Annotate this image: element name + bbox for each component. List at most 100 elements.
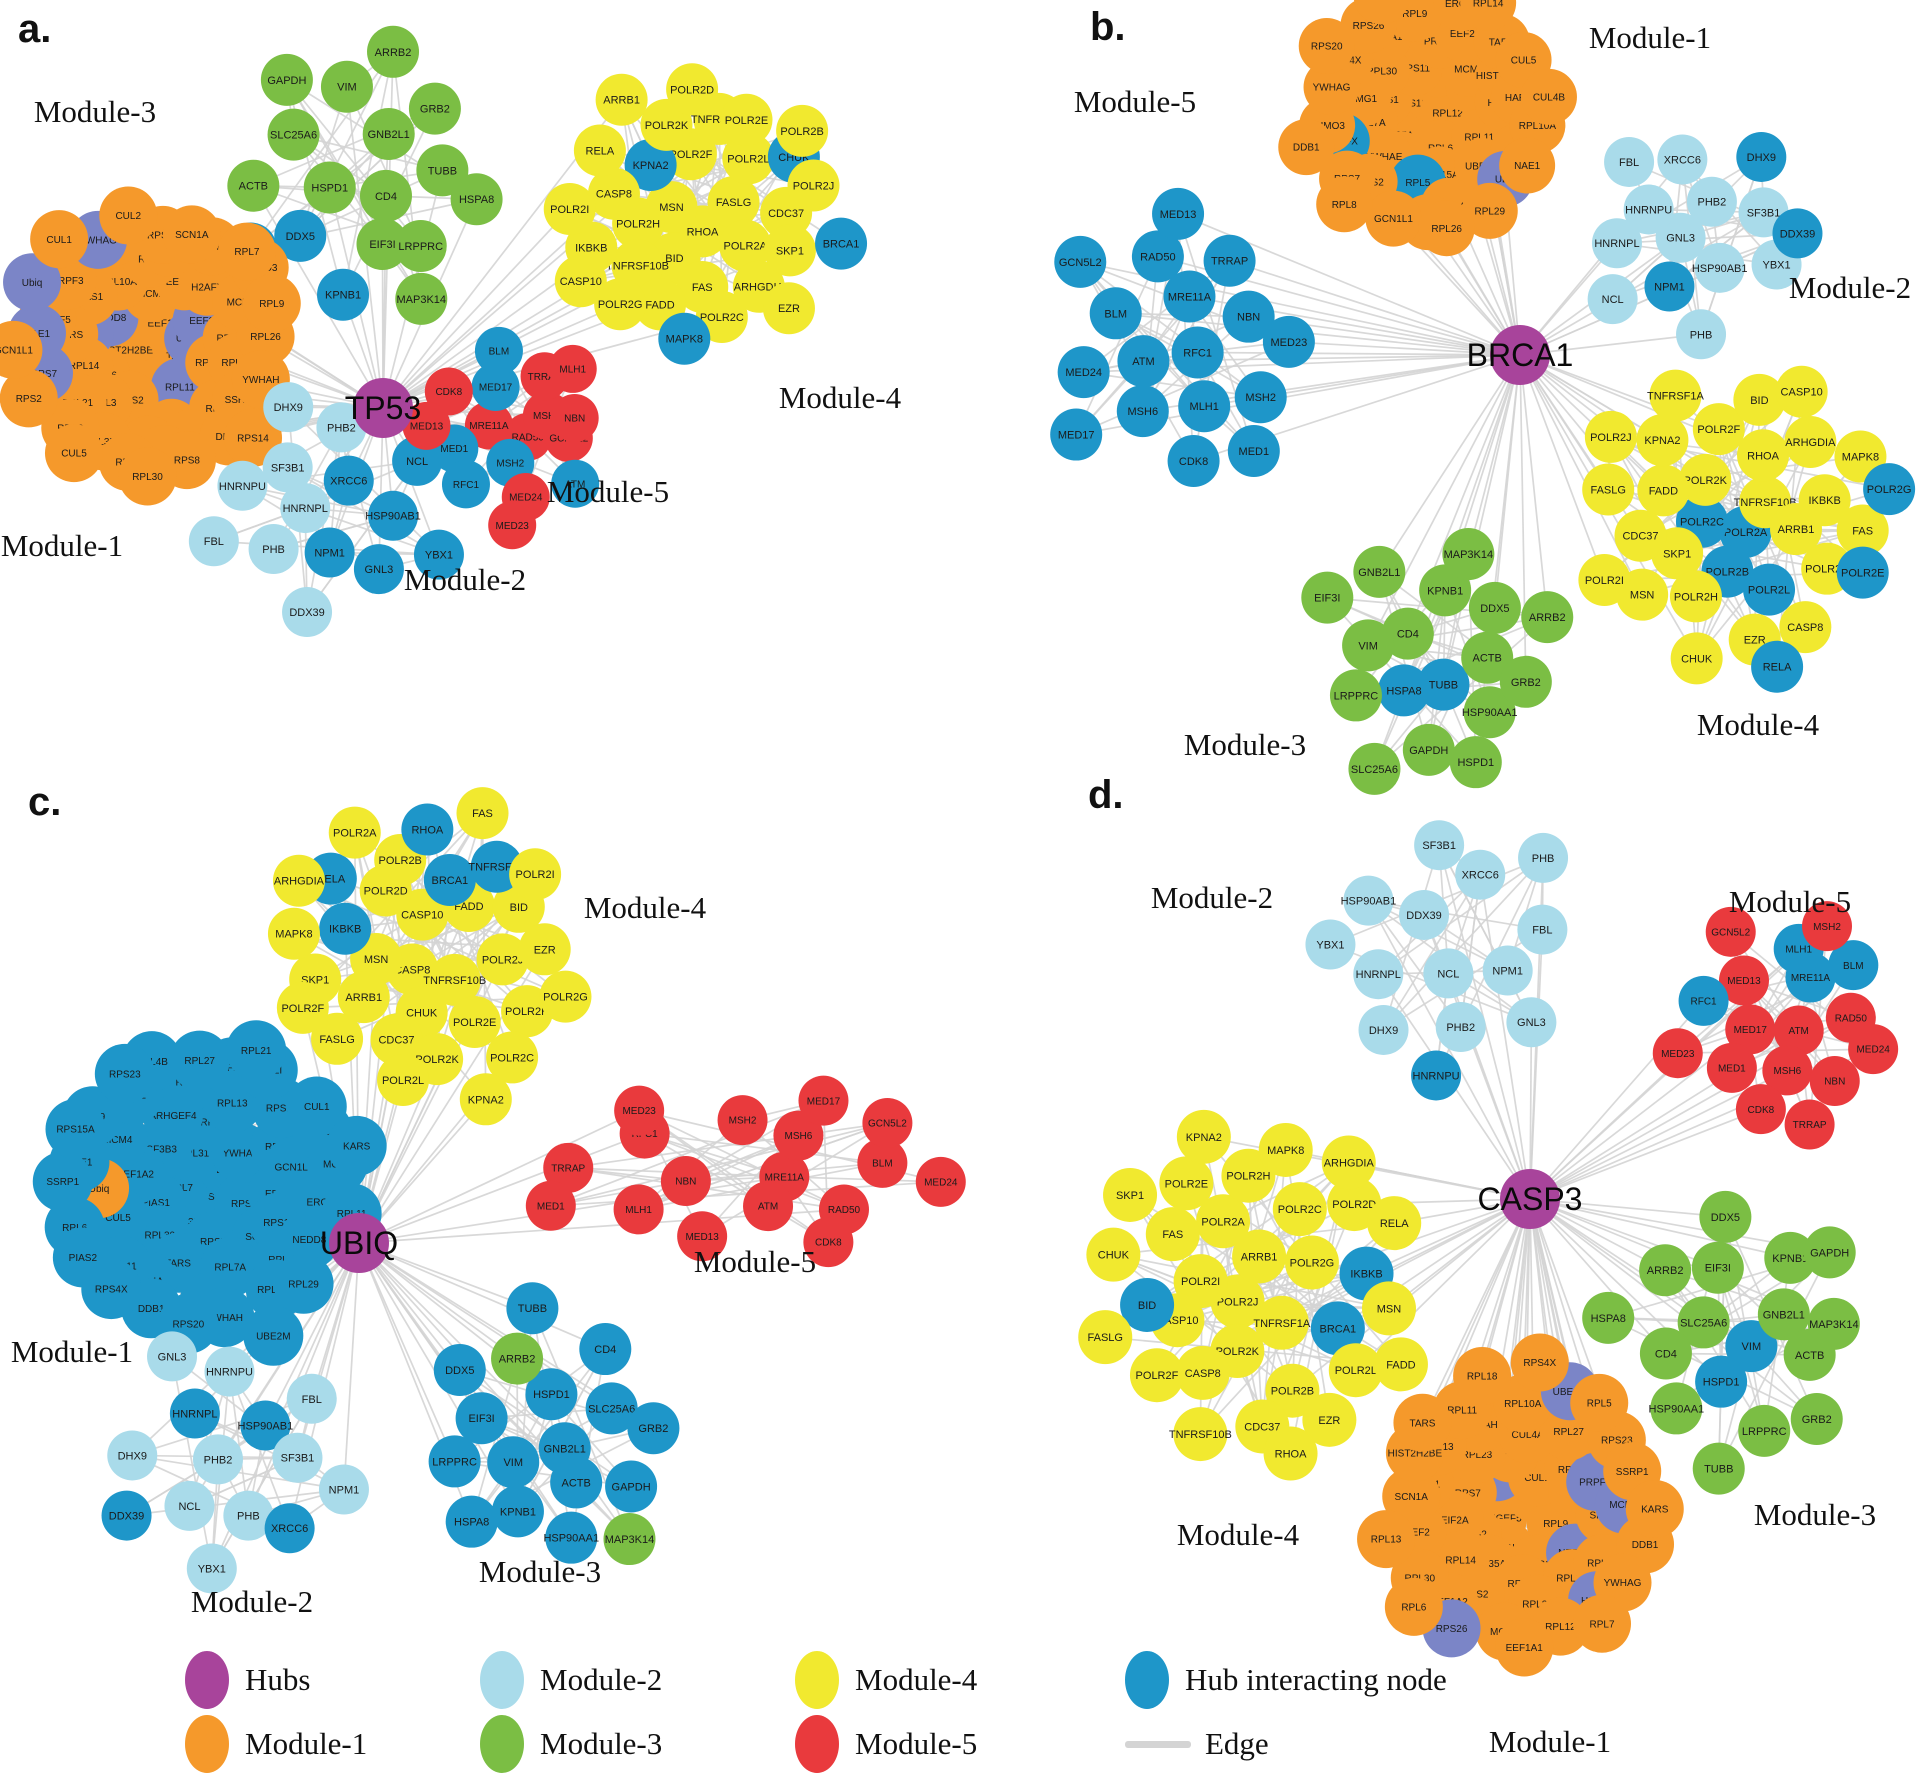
node-label-DDX39: DDX39: [109, 1511, 144, 1523]
node-ACTB: [1461, 631, 1514, 684]
node-DHX9: [263, 382, 314, 433]
node-label-BID: BID: [510, 902, 528, 914]
node-BLM: [474, 326, 523, 375]
node-label-HSP90AA1: HSP90AA1: [543, 1533, 599, 1545]
node-KPNA2: [624, 138, 677, 191]
node-label-ATM: ATM: [565, 479, 585, 490]
node-label-POLR2C: POLR2C: [1680, 517, 1724, 529]
module-module-1-panel-a: CUL4BRPS13TARSHIST2H2BEEEF1A1RPS4XNEDD8U…: [0, 186, 301, 506]
node-label-EEF2: EEF2: [1405, 1528, 1430, 1539]
node-CD4: [579, 1323, 632, 1376]
node-label-SKP1: SKP1: [1663, 548, 1691, 560]
node-label-RPL26: RPL26: [1431, 224, 1462, 235]
node-EZR: [762, 282, 815, 335]
node-POLR2E: [1836, 546, 1889, 599]
node-label-FAS: FAS: [692, 282, 713, 294]
node-label-POLR2A: POLR2A: [723, 241, 767, 253]
node-label-RPL14: RPL14: [1445, 1555, 1476, 1566]
node-XRCC6: [264, 1503, 315, 1554]
node-label-RPL11: RPL11: [1447, 1406, 1477, 1417]
node-label-DDX39: DDX39: [289, 607, 324, 619]
node-GNL3: [147, 1331, 198, 1382]
node-label-EIF3I: EIF3I: [468, 1413, 494, 1425]
node-label-MCM5: MCM5: [1454, 65, 1484, 76]
node-MED17: [1725, 1004, 1776, 1055]
node-label-RPL9: RPL9: [259, 299, 284, 310]
module-module-3-panel-d: VIM SLC25A6 GNB2L1 HSPD1 EIF3I ACTB CD4 KPNB1 LR…: [1582, 1190, 1860, 1495]
node-FASLG: [311, 1012, 364, 1065]
node-PHB: [1518, 832, 1569, 883]
node-label-POLR2K: POLR2K: [415, 1054, 459, 1066]
node-label-HNRNPL: HNRNPL: [283, 503, 328, 515]
node-ARRB2: [367, 25, 420, 78]
node-HNRNPL: [280, 483, 331, 534]
edge: [1519, 211, 1764, 356]
node-CASP10: [396, 888, 449, 941]
node-DDB1: [1278, 119, 1335, 176]
node-ATM: [551, 459, 600, 508]
node-POLR2D: [1327, 1177, 1382, 1232]
node-EIF3I: [1301, 571, 1354, 624]
node-label-RAD50: RAD50: [1140, 251, 1175, 263]
node-label-MED17: MED17: [807, 1096, 841, 1107]
node-RPL29: [1461, 182, 1518, 239]
node-label-CASP8: CASP8: [596, 189, 632, 201]
node-label-POLR2H: POLR2H: [1674, 591, 1718, 603]
node-IKBKB: [1798, 474, 1851, 527]
node-label-MAP3K14: MAP3K14: [605, 1534, 655, 1546]
node-MED1: [1706, 1042, 1757, 1093]
node-POLR2L: [1743, 563, 1796, 616]
node-label-ACTB: ACTB: [562, 1477, 591, 1489]
node-SF3B1: [262, 442, 313, 493]
node-TARS: [1393, 1393, 1452, 1452]
node-TNFRSF10B: [1173, 1407, 1228, 1462]
edge: [1421, 1198, 1531, 1424]
edge: [1519, 354, 1643, 596]
module-1-swatch-icon: [185, 1715, 229, 1773]
node-RPS2: [0, 369, 58, 428]
node-label-GCN1L1: GCN1L1: [1374, 214, 1413, 225]
node-MRE11A: [1163, 270, 1216, 323]
node-label-GNB2L1: GNB2L1: [1763, 1309, 1805, 1321]
node-label-HNRNPL: HNRNPL: [1356, 969, 1401, 981]
node-label-H2AFX: H2AFX: [191, 282, 224, 293]
edge: [228, 1371, 291, 1529]
node-label-TNFRSF1A: TNFRSF1A: [1647, 391, 1705, 403]
node-label-CDK8: CDK8: [435, 387, 462, 398]
node-label-TNFRSF10B: TNFRSF10B: [1734, 497, 1797, 509]
node-MLH1: [1178, 380, 1231, 433]
node-label-MAPK8: MAPK8: [666, 334, 703, 346]
node-label-GRB2: GRB2: [638, 1423, 668, 1435]
node-GRB2: [627, 1402, 680, 1455]
node-label-POLR2L: POLR2L: [1335, 1365, 1377, 1377]
node-label-XRCC6: XRCC6: [330, 476, 367, 488]
node-label-POLR2D: POLR2D: [670, 84, 714, 96]
node-TUBB: [506, 1282, 559, 1335]
node-label-GCN1L1: GCN1L1: [0, 345, 33, 356]
node-SLC25A6: [1677, 1296, 1730, 1349]
node-label-XRCC6: XRCC6: [1664, 154, 1701, 166]
legend-item-module-5: Module-5: [795, 1715, 1125, 1773]
hub-node-CASP3: [1500, 1169, 1560, 1229]
node-DDX39: [101, 1490, 152, 1541]
hub-interacting-swatch-icon: [1125, 1651, 1169, 1709]
node-label-GAPDH: GAPDH: [612, 1481, 651, 1493]
node-HNRNPU: [1411, 1050, 1462, 1101]
module-module-1-panel-d: ARHGEF5RPS20GCN1L1UbiqRPL9PIAS2CUL1PIAS1…: [1357, 1333, 1684, 1677]
node-HSPA8: [1377, 664, 1430, 717]
node-label-SF3B3: SF3B3: [146, 1144, 177, 1155]
node-NBN: [660, 1156, 711, 1207]
edge: [264, 1242, 360, 1426]
node-GRB2: [1499, 655, 1552, 708]
node-label-ARRB1: ARRB1: [345, 992, 382, 1004]
node-GAPDH: [1803, 1226, 1856, 1279]
node-label-YWHAG: YWHAG: [1313, 83, 1351, 94]
node-label-MCM4: MCM4: [227, 298, 257, 309]
node-label-NEDD8: NEDD8: [292, 1235, 326, 1246]
node-label-POLR2F: POLR2F: [281, 1003, 324, 1015]
node-label-HSP90AB1: HSP90AB1: [1692, 263, 1748, 275]
node-label-CDC37: CDC37: [1622, 531, 1658, 543]
node-label-HSPA8: HSPA8: [459, 194, 494, 206]
node-label-GRB2: GRB2: [420, 104, 450, 116]
node-NAE1: [1499, 137, 1556, 194]
